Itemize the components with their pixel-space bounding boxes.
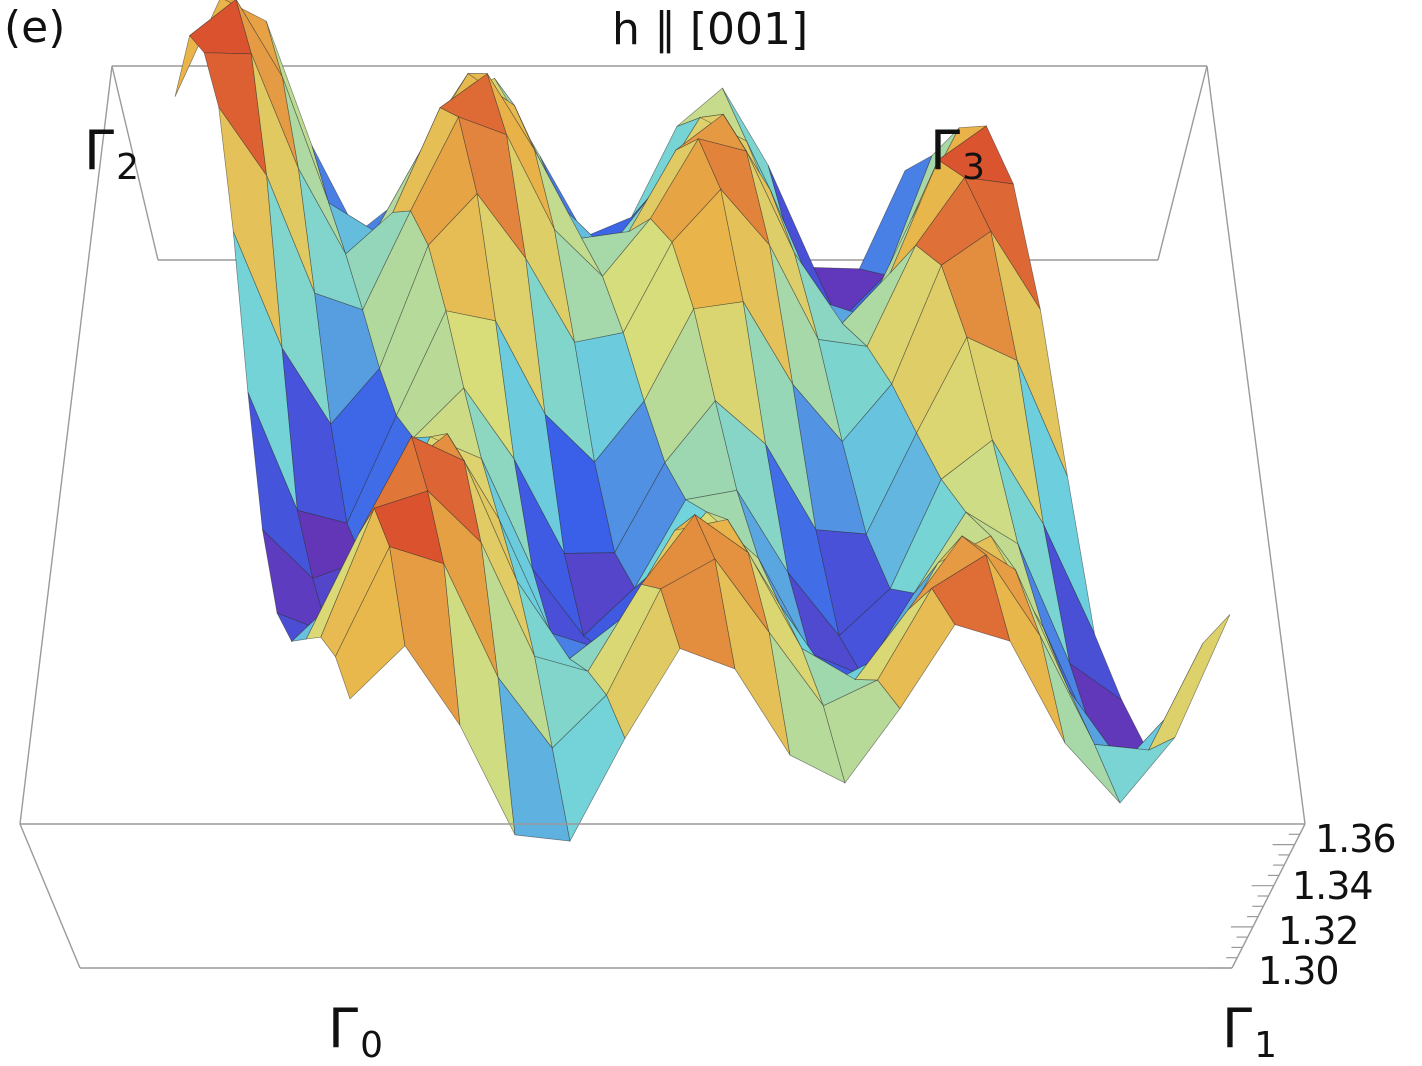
gamma1-symbol: Γ: [1222, 997, 1253, 1060]
corner-label-gamma2: Γ2: [84, 124, 139, 186]
surface-mesh: [174, 0, 1231, 843]
z-axis: [1210, 833, 1300, 969]
gamma3-sub: 3: [962, 147, 985, 188]
gamma1-sub: 1: [1254, 1025, 1277, 1066]
z-tick-label-1-32: 1.32: [1278, 909, 1360, 953]
surface-cell: [1147, 614, 1231, 751]
corner-label-gamma0: Γ0: [328, 1002, 383, 1064]
z-tick-label-1-30: 1.30: [1258, 949, 1340, 993]
gamma3-symbol: Γ: [930, 119, 961, 182]
box-edge-right-vertical: [1206, 65, 1306, 825]
gamma2-symbol: Γ: [84, 119, 115, 182]
z-tick-label-1-36: 1.36: [1315, 817, 1397, 861]
box-edge-back-left: [111, 65, 159, 261]
bounding-box-front: [19, 823, 1306, 969]
box-edge-left-vertical: [19, 65, 113, 825]
corner-label-gamma1: Γ1: [1222, 1002, 1277, 1064]
box-edge-front-left: [19, 823, 81, 969]
gamma2-sub: 2: [116, 147, 139, 188]
box-edge-back-right: [1157, 65, 1208, 261]
corner-label-gamma3: Γ3: [930, 124, 985, 186]
plot-title: h ∥ [001]: [612, 4, 809, 55]
z-tick-label-1-34: 1.34: [1292, 864, 1374, 908]
gamma0-sub: 0: [360, 1025, 383, 1066]
panel-label: (e): [4, 2, 66, 53]
gamma0-symbol: Γ: [328, 997, 359, 1060]
